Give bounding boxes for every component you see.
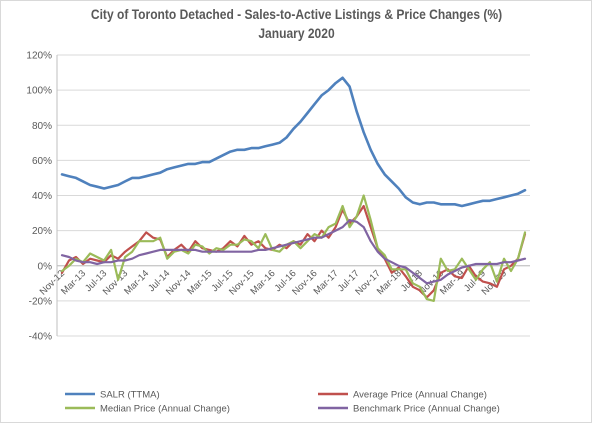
y-tick-label: 80%: [32, 121, 52, 132]
series-line: [60, 194, 527, 302]
y-tick-label: 100%: [26, 86, 52, 97]
legend-label: SALR (TTMA): [100, 390, 160, 401]
y-tick-label: -20%: [29, 296, 52, 307]
y-tick-label: 60%: [32, 156, 52, 167]
y-tick-label: 120%: [26, 51, 52, 62]
legend: SALR (TTMA) Average Price (Annual Change)…: [65, 390, 500, 415]
series-lines: [60, 76, 527, 302]
y-tick-label: 0%: [38, 261, 53, 272]
y-axis-ticks: -40% -20% 0% 20% 40% 60% 80% 100% 120%: [26, 51, 52, 343]
chart-title: City of Toronto Detached - Sales-to-Acti…: [90, 6, 503, 22]
series-line: [60, 76, 527, 208]
series-line: [60, 219, 527, 285]
gridlines: [56, 54, 530, 337]
y-tick-label: 20%: [32, 226, 52, 237]
chart-subtitle: January 2020: [258, 25, 335, 41]
legend-label: Average Price (Annual Change): [353, 390, 487, 401]
y-tick-label: 40%: [32, 191, 52, 202]
y-tick-label: -40%: [29, 332, 52, 343]
legend-label: Median Price (Annual Change): [100, 404, 230, 415]
legend-label: Benchmark Price (Annual Change): [353, 404, 500, 415]
